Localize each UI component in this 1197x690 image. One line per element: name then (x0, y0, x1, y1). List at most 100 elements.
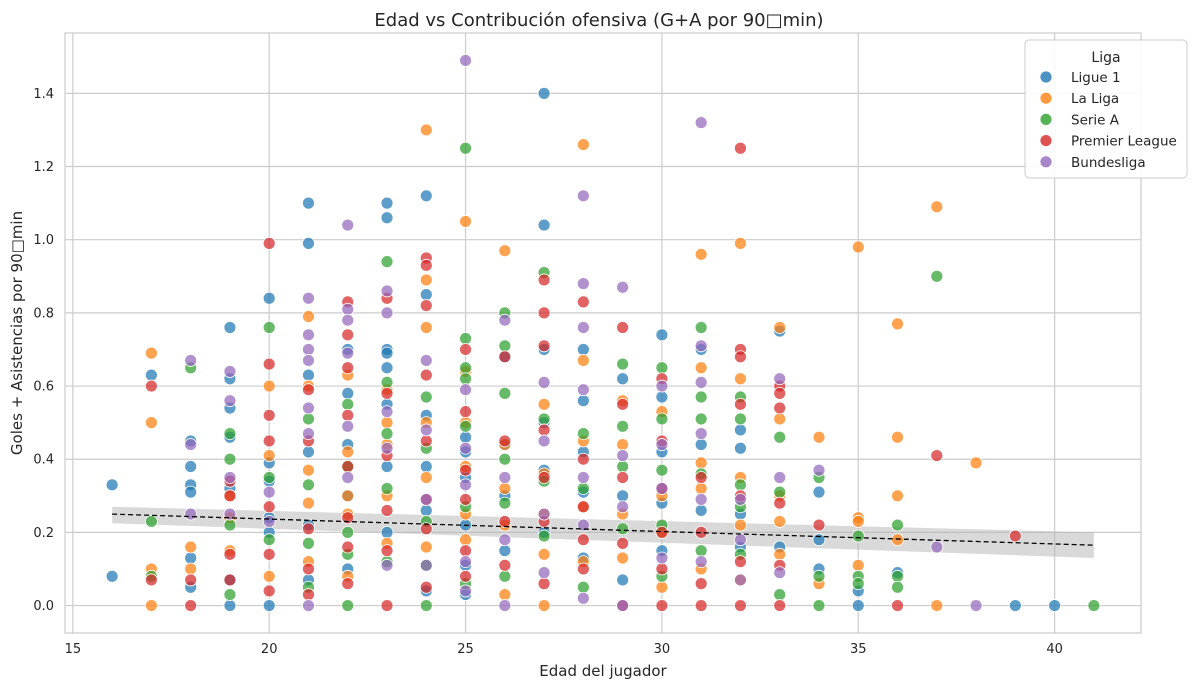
data-point (459, 141, 472, 155)
data-point (576, 427, 590, 441)
data-point (419, 189, 433, 203)
data-point (576, 354, 590, 367)
x-axis-label: Edad del jugador (539, 662, 667, 680)
data-point (302, 354, 315, 367)
data-point (851, 599, 865, 612)
y-tick-label: 0.6 (33, 380, 54, 395)
data-point (694, 412, 708, 426)
data-point (459, 343, 472, 356)
data-point (223, 394, 237, 408)
data-point (498, 434, 512, 448)
data-point (459, 419, 472, 433)
data-point (851, 515, 865, 528)
data-point (576, 482, 590, 495)
data-point (891, 430, 904, 444)
data-point (773, 599, 787, 612)
data-point (262, 379, 276, 393)
data-point (302, 412, 315, 426)
data-point (341, 386, 355, 400)
data-point (773, 401, 787, 415)
data-point (694, 361, 708, 375)
data-point (302, 562, 315, 576)
legend-title: Liga (1091, 50, 1120, 66)
data-point (498, 339, 512, 353)
data-point (694, 456, 708, 470)
data-point (773, 372, 787, 386)
data-point (105, 478, 119, 492)
data-point (302, 496, 315, 510)
data-point (694, 438, 708, 451)
data-point (851, 529, 865, 543)
data-point (419, 354, 433, 367)
data-point (734, 372, 747, 386)
y-tick-labels: 0.0 0.2 0.4 0.6 0.8 1.0 1.2 1.4 (33, 87, 54, 614)
data-point (694, 116, 708, 130)
data-point (616, 573, 630, 587)
data-point (341, 313, 355, 327)
data-point (498, 244, 512, 258)
data-point (459, 405, 472, 419)
data-point (616, 449, 630, 462)
data-point (498, 452, 512, 466)
data-point (380, 504, 394, 517)
data-point (459, 332, 472, 345)
data-point (380, 544, 394, 558)
y-tick-label: 1.0 (33, 233, 54, 248)
data-point (616, 471, 630, 484)
data-point (655, 328, 669, 342)
data-point (616, 397, 630, 411)
data-point (380, 386, 394, 400)
data-point (341, 361, 355, 375)
data-point (302, 588, 315, 601)
x-tick-label: 15 (65, 642, 82, 657)
data-point (302, 368, 315, 382)
data-point (655, 482, 669, 495)
data-point (419, 299, 433, 312)
data-point (341, 346, 355, 360)
data-point (262, 599, 276, 612)
data-point (302, 196, 315, 210)
data-point (302, 236, 315, 250)
legend-marker (1039, 134, 1053, 148)
data-point (498, 558, 512, 572)
data-point (694, 544, 708, 558)
data-point (184, 507, 198, 521)
data-point (144, 368, 158, 382)
data-point (694, 482, 708, 495)
data-point (184, 485, 198, 499)
legend-label: Ligue 1 (1071, 70, 1121, 86)
data-point (694, 339, 708, 353)
data-point (380, 306, 394, 320)
data-point (694, 247, 708, 261)
data-point (459, 430, 472, 444)
data-point (773, 566, 787, 580)
data-point (341, 525, 355, 539)
data-point (341, 419, 355, 433)
data-point (616, 599, 630, 612)
data-point (223, 471, 237, 484)
series-group (144, 141, 1022, 612)
data-point (380, 482, 394, 495)
data-point (537, 306, 551, 320)
data-point (341, 328, 355, 342)
data-point (734, 573, 747, 587)
data-point (302, 427, 315, 441)
data-point (537, 86, 551, 100)
data-point (576, 591, 590, 605)
data-point (576, 189, 590, 203)
data-point (773, 515, 787, 528)
data-point (576, 518, 590, 532)
legend-label: La Liga (1071, 91, 1119, 107)
data-point (773, 496, 787, 510)
data-point (341, 540, 355, 554)
data-point (459, 533, 472, 547)
data-point (419, 504, 433, 517)
data-point (576, 580, 590, 594)
data-point (498, 482, 512, 495)
data-point (1008, 529, 1022, 543)
data-point (459, 555, 472, 569)
data-point (184, 562, 198, 576)
plot-frame (64, 32, 1142, 634)
data-point (812, 463, 826, 477)
data-point (302, 383, 315, 397)
